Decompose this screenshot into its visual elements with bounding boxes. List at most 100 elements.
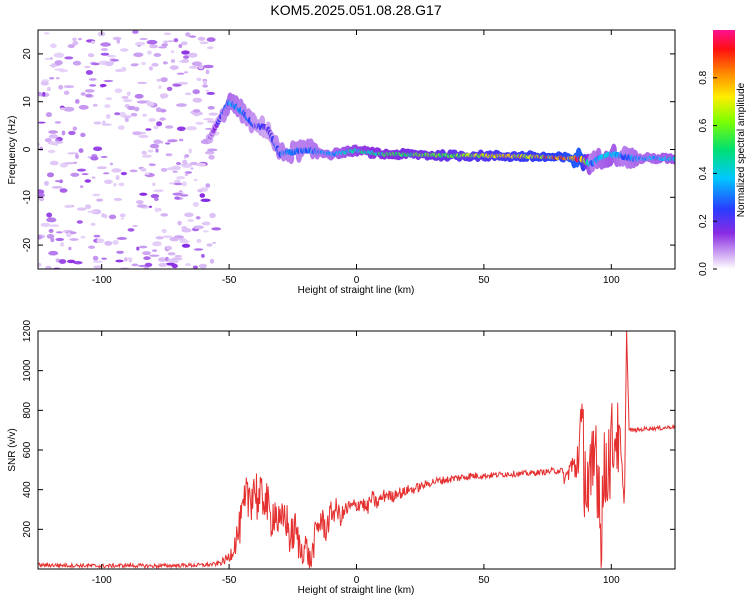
spectrogram-noise-cell xyxy=(152,241,162,247)
spectrogram-noise-cell xyxy=(72,126,78,131)
spectrogram-noise-cell xyxy=(80,132,86,138)
spectrogram-noise-cell xyxy=(93,265,103,269)
spectrogram-noise-cell xyxy=(73,261,83,265)
spectrogram-noise-cell xyxy=(50,43,57,48)
spectrogram-noise-cell xyxy=(63,106,75,112)
spectrogram-noise-cell xyxy=(189,161,198,166)
spectrogram-noise-cell xyxy=(141,154,152,158)
spectrogram-noise-cell xyxy=(151,62,159,67)
spectrogram-noise-cell xyxy=(138,245,148,249)
spectrogram-noise-cell xyxy=(90,40,95,44)
spectrogram-ridge-cell xyxy=(672,156,675,162)
spectrogram-noise-cell xyxy=(46,86,52,92)
colorbar-label: Normalized spectral amplitude xyxy=(736,82,747,217)
spectrogram-noise-cell xyxy=(127,228,135,232)
spectrogram-noise-cell xyxy=(176,176,186,180)
spectrogram-noise-cell xyxy=(149,66,153,71)
snr-x-ticks: -100 -50 0 50 100 xyxy=(92,331,620,586)
spectrogram-noise-cell xyxy=(199,193,206,198)
spectrogram-noise-cell xyxy=(104,104,111,109)
spectrogram-x-ticks: -100 -50 0 50 100 xyxy=(92,30,620,286)
spectrogram-noise-cell xyxy=(78,104,89,110)
spectrogram-noise-cell xyxy=(50,160,59,166)
spectrogram-noise-cell xyxy=(93,146,103,152)
spectrogram-noise-cell xyxy=(112,240,119,245)
spectrogram-noise-cell xyxy=(60,242,65,247)
spectrogram-noise-cell xyxy=(158,262,168,267)
spectrogram-noise-cell xyxy=(192,202,199,207)
snr-x-tick-label: 0 xyxy=(354,575,360,586)
spectrogram-noise-cell xyxy=(147,149,154,153)
spectrogram-noise-cell xyxy=(92,260,103,263)
spectrogram-noise-cell xyxy=(161,43,168,47)
spectrogram-noise-cell xyxy=(103,172,110,175)
spectrogram-noise-cell xyxy=(114,112,121,116)
spectrogram-noise-cell xyxy=(121,95,129,100)
snr-y-label: SNR (v/v) xyxy=(7,428,18,471)
spectrogram-noise-cell xyxy=(48,228,54,233)
spectrogram-noise-cell xyxy=(42,81,47,83)
spectrogram-y-tick-label: -20 xyxy=(22,237,33,252)
snr-x-tick-label: -100 xyxy=(92,575,112,586)
spectrogram-noise-cell xyxy=(191,61,203,66)
spectrogram-noise-cell xyxy=(99,83,107,88)
spectrogram-noise-cell xyxy=(77,207,87,211)
spectrogram-noise-cell xyxy=(101,257,107,260)
spectrogram-noise-cell xyxy=(174,255,183,258)
spectrogram-noise-cell xyxy=(48,134,59,139)
spectrogram-noise-cell xyxy=(47,172,54,178)
spectrogram-noise-cell xyxy=(181,58,190,63)
spectrogram-noise-cell xyxy=(136,246,140,251)
snr-y-tick-label: 600 xyxy=(22,441,33,458)
spectrogram-noise-cell xyxy=(146,39,158,45)
spectrogram-noise-cell xyxy=(181,228,192,233)
spectrogram-noise-cell xyxy=(206,37,216,42)
spectrogram-noise-cell xyxy=(170,50,175,54)
spectrogram-noise-cell xyxy=(188,35,197,38)
spectrogram-noise-cell xyxy=(130,63,138,67)
snr-y-ticks: 200 400 600 800 1000 1200 xyxy=(22,319,675,538)
spectrogram-noise-cell xyxy=(91,176,96,179)
spectrogram-noise-cell xyxy=(192,265,198,269)
spectrogram-noise-cell xyxy=(193,113,199,117)
spectrogram-noise-cell xyxy=(160,167,168,172)
spectrogram-noise-cell xyxy=(102,120,106,125)
spectrogram-noise-cell xyxy=(158,46,168,49)
spectrogram-noise-cell xyxy=(93,121,102,125)
spectrogram-noise-cell xyxy=(165,142,171,145)
spectrogram-noise-cell xyxy=(64,56,74,60)
spectrogram-noise-cell xyxy=(46,212,53,218)
spectrogram-noise-cell xyxy=(198,64,204,70)
spectrogram-noise-cell xyxy=(116,250,124,254)
spectrogram-noise-cell xyxy=(92,193,101,197)
snr-x-label: Height of straight line (km) xyxy=(298,585,415,596)
spectrogram-noise-cell xyxy=(141,61,146,66)
spectrogram-noise-cell xyxy=(205,69,210,75)
spectrogram-noise-cell xyxy=(54,60,63,66)
spectrogram-noise-cell xyxy=(156,121,163,127)
spectrogram-noise-cell xyxy=(93,234,101,238)
spectrogram-noise-cell xyxy=(195,121,204,125)
spectrogram-noise-cell xyxy=(155,236,164,240)
spectrogram-noise-cell xyxy=(134,106,140,112)
spectrogram-noise-cell xyxy=(154,197,159,201)
snr-y-tick-label: 1200 xyxy=(22,319,33,342)
spectrogram-noise-cell xyxy=(130,112,138,117)
spectrogram-noise-cell xyxy=(202,80,208,85)
spectrogram-noise-cell xyxy=(172,192,183,196)
spectrogram-noise-cell xyxy=(207,148,218,152)
spectrogram-noise-cell xyxy=(142,251,152,256)
spectrogram-noise-cell xyxy=(58,84,64,90)
spectrogram-y-ticks: -20 -10 0 10 20 xyxy=(22,48,675,252)
spectrogram-noise-cell xyxy=(109,162,113,166)
spectrogram-noise-cell xyxy=(70,172,80,177)
spectrogram-noise-cell xyxy=(142,113,148,117)
spectrogram-noise-cell xyxy=(101,123,112,126)
spectrogram-noise-cell xyxy=(72,37,77,42)
spectrogram-noise-cell xyxy=(39,146,43,151)
spectrogram-noise-cell xyxy=(127,257,133,261)
spectrogram-noise-cell xyxy=(115,174,120,181)
spectrogram-noise-cell xyxy=(129,169,138,173)
figure-title: KOM5.2025.051.08.28.G17 xyxy=(270,2,441,18)
